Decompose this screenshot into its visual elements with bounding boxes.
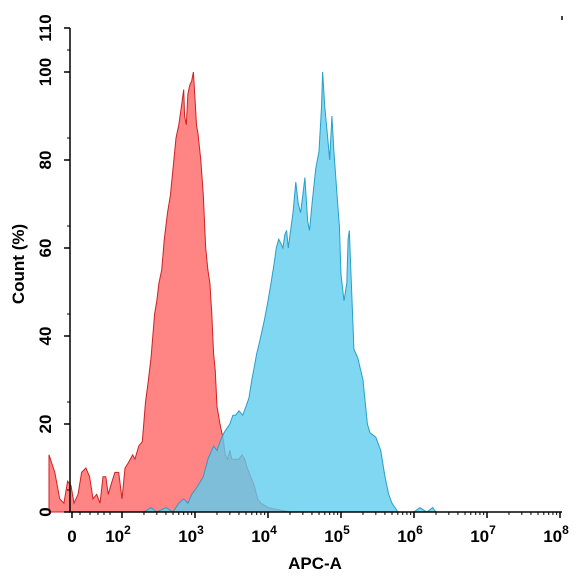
y-tick-labels: 0 20 40 60 80 100 110 bbox=[36, 14, 55, 516]
x-tick-labels: 0 102 103 104 105 106 107 108 bbox=[67, 523, 569, 546]
y-tick-label: 20 bbox=[36, 415, 55, 434]
x-tick-label: 105 bbox=[324, 523, 350, 546]
y-axis-title: Count (%) bbox=[9, 224, 28, 304]
x-tick-label: 102 bbox=[105, 523, 131, 546]
x-tick-label: 107 bbox=[470, 523, 496, 546]
series-2-area bbox=[142, 71, 438, 513]
y-tick-label: 40 bbox=[36, 327, 55, 346]
axes bbox=[64, 16, 563, 518]
x-axis-title: APC-A bbox=[288, 554, 342, 573]
x-tick-label: 103 bbox=[178, 523, 204, 546]
x-tick-label: 0 bbox=[67, 527, 76, 546]
x-tick-label: 106 bbox=[397, 523, 423, 546]
y-tick-label: 100 bbox=[36, 58, 55, 86]
y-tick-label: 80 bbox=[36, 151, 55, 170]
x-tick-label: 108 bbox=[543, 523, 569, 546]
y-tick-label: 0 bbox=[36, 507, 55, 516]
y-tick-label: 60 bbox=[36, 239, 55, 258]
plot-area bbox=[48, 71, 438, 513]
x-tick-label: 104 bbox=[251, 523, 277, 546]
y-tick-label: 110 bbox=[36, 14, 55, 41]
